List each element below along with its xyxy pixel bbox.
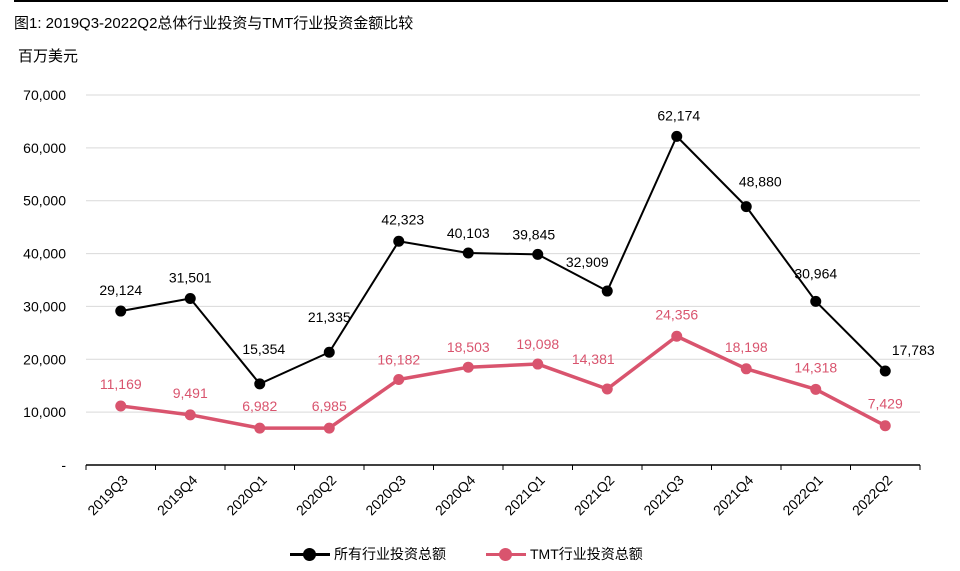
chart-title: 图1: 2019Q3-2022Q2总体行业投资与TMT行业投资金额比较 [14,15,414,32]
data-label-tmt: 18,503 [447,339,490,355]
y-tick-label: 30,000 [23,298,66,314]
data-label-all: 62,174 [657,107,700,123]
x-tick-label: 2021Q2 [571,472,618,519]
data-point-all [601,285,613,297]
x-tick-label: 2021Q3 [640,472,687,519]
data-point-all [810,295,822,307]
data-point-tmt [323,422,335,434]
x-tick-label: 2022Q2 [849,472,896,519]
data-label-tmt: 7,429 [868,396,903,412]
x-tick-label: 2021Q1 [501,472,548,519]
data-label-all: 21,335 [308,309,351,325]
x-tick-label: 2021Q4 [710,472,757,519]
x-tick-label: 2020Q3 [362,472,409,519]
data-point-all [671,130,683,142]
data-point-all [462,247,474,259]
data-point-tmt [462,361,474,373]
y-tick-label: 40,000 [23,246,66,262]
data-point-tmt [601,383,613,395]
legend-label-all: 所有行业投资总额 [334,546,446,562]
data-label-all: 29,124 [99,282,142,298]
y-tick-label: 60,000 [23,140,66,156]
data-label-all: 15,354 [242,341,285,357]
data-point-tmt [671,330,683,342]
data-label-all: 17,783 [892,342,935,358]
data-point-tmt [740,363,752,375]
data-label-all: 30,964 [794,265,837,281]
data-point-all [879,365,891,377]
x-tick-label: 2022Q1 [779,472,826,519]
y-tick-label: 10,000 [23,404,66,420]
data-label-tmt: 9,491 [173,385,208,401]
data-label-tmt: 6,982 [242,398,277,414]
y-tick-label: 70,000 [23,87,66,103]
data-label-tmt: 14,381 [572,351,615,367]
x-tick-label: 2020Q4 [432,472,479,519]
legend-label-tmt: TMT行业投资总额 [530,546,643,562]
legend-swatch-tmt [486,547,526,561]
data-point-all [393,235,405,247]
data-point-tmt [393,373,405,385]
legend-swatch-all [290,547,330,561]
y-tick-label: 50,000 [23,193,66,209]
data-label-all: 42,323 [381,211,424,227]
series-line-all [120,135,886,385]
data-point-all [740,201,752,213]
data-point-all [184,292,196,304]
data-point-tmt [532,358,544,370]
data-label-tmt: 18,198 [725,339,768,355]
data-label-all: 39,845 [512,226,555,242]
data-point-all [323,346,335,358]
data-point-tmt [115,400,127,412]
legend-item-all: 所有行业投资总额 [290,544,446,564]
data-label-tmt: 19,098 [516,336,559,352]
data-label-all: 31,501 [169,269,212,285]
top-rule [14,0,948,2]
data-point-all [115,305,127,317]
data-point-all [532,248,544,260]
series-line-tmt [120,334,887,430]
data-label-tmt: 11,169 [100,376,142,392]
data-label-all: 32,909 [566,254,609,270]
data-label-tmt: 6,985 [312,398,347,414]
data-point-all [254,378,266,390]
x-tick-label: 2020Q1 [223,472,270,519]
data-point-tmt [810,383,822,395]
y-tick-label: - [61,457,66,473]
data-point-tmt [184,409,196,421]
x-tick-label: 2020Q2 [293,472,340,519]
data-label-tmt: 14,318 [794,359,837,375]
data-label-tmt: 24,356 [655,306,698,322]
data-label-tmt: 16,182 [377,351,420,367]
x-tick-label: 2019Q3 [84,472,131,519]
data-point-tmt [254,422,266,434]
data-label-all: 40,103 [447,225,490,241]
unit-label: 百万美元 [18,48,79,65]
data-label-all: 48,880 [739,174,782,190]
legend: 所有行业投资总额 TMT行业投资总额 [290,544,683,564]
data-point-tmt [879,420,891,432]
y-tick-label: 20,000 [23,351,66,367]
x-tick-label: 2019Q4 [154,472,201,519]
legend-item-tmt: TMT行业投资总额 [486,544,643,564]
